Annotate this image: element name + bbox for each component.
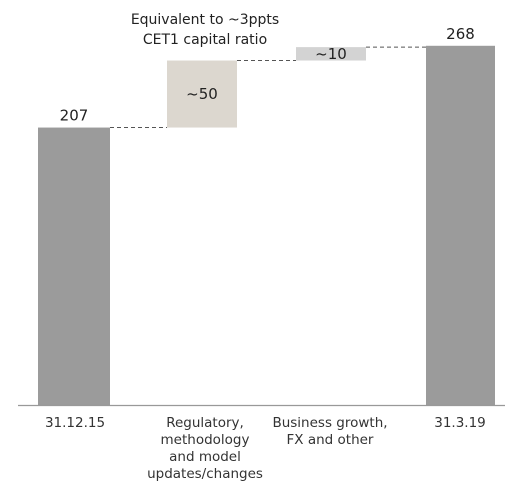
category-label-2: Business growth, FX and other (272, 415, 387, 448)
category-label-line: methodology (161, 432, 250, 448)
data-label-3: 268 (446, 25, 475, 43)
category-label-line: Regulatory, (166, 415, 244, 431)
category-label-0: 31.12.15 (45, 415, 105, 431)
bar-0 (38, 127, 110, 406)
bar-1 (167, 60, 237, 128)
annotation-line-1: Equivalent to ~3ppts (130, 12, 280, 28)
data-label-2: ~10 (315, 45, 347, 63)
category-label-line: 31.3.19 (434, 415, 486, 431)
data-label-0: 207 (60, 107, 89, 125)
chart-annotation: Equivalent to ~3ppts CET1 capital ratio (110, 10, 300, 50)
bar-2 (296, 47, 366, 61)
annotation-line-2: CET1 capital ratio (142, 32, 268, 48)
category-label-line: updates/changes (147, 466, 263, 482)
category-label-line: 31.12.15 (45, 415, 105, 431)
category-label-3: 31.3.19 (434, 415, 486, 431)
category-label-line: Business growth, (272, 415, 387, 431)
bar-3 (426, 45, 495, 406)
category-label-line: FX and other (287, 432, 374, 448)
data-label-1: ~50 (186, 85, 218, 103)
category-label-1: Regulatory, methodology and model updates/c… (147, 415, 263, 482)
category-label-line: and model (169, 449, 241, 465)
